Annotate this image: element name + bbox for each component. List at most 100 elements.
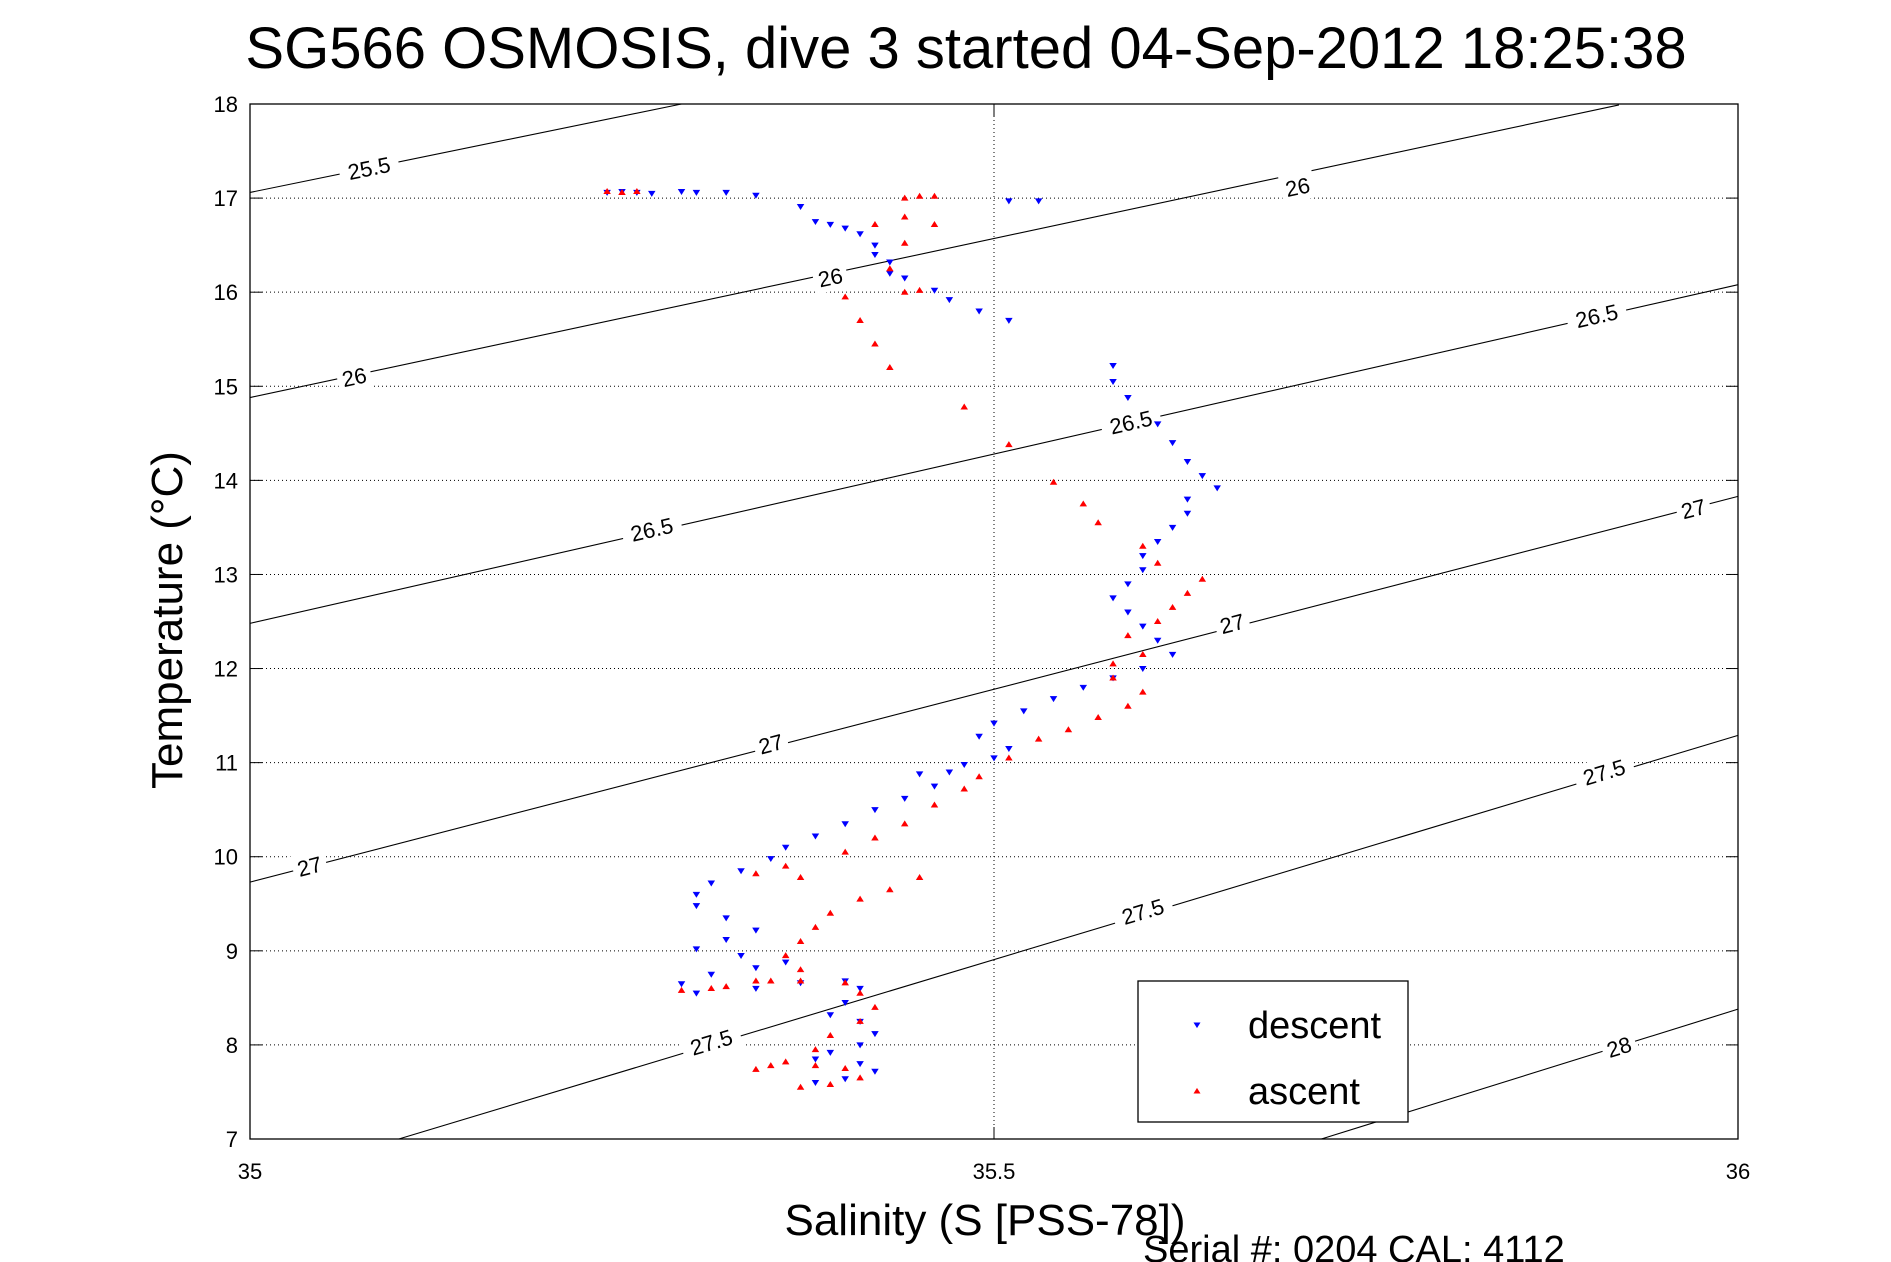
ascent-point (1198, 575, 1207, 582)
ascent-point (767, 1062, 775, 1069)
ascent-point (1139, 688, 1147, 695)
ascent-point (915, 192, 924, 199)
ascent-point (841, 848, 849, 855)
ascent-point (841, 293, 849, 300)
ascent-point (1064, 726, 1073, 733)
ascent-point (1153, 618, 1162, 625)
ascent-point (781, 1058, 790, 1065)
descent-point (692, 189, 701, 196)
descent-point (692, 891, 701, 898)
descent-point (1168, 651, 1177, 658)
contour-label-bg (1673, 490, 1714, 527)
ascent-point (677, 986, 686, 993)
ascent-point (722, 983, 730, 990)
ascent-point (811, 923, 820, 930)
x-tick-label: 36 (1726, 1159, 1750, 1184)
ascent-point (1139, 542, 1147, 549)
descent-point (945, 297, 954, 304)
x-axis-label: Salinity (S [PSS-78]) (784, 1196, 1185, 1245)
descent-point (930, 783, 939, 790)
ascent-point (633, 188, 641, 195)
contour-label: 27 (295, 851, 325, 881)
contour-label-bg (334, 359, 374, 395)
ascent-point (1124, 702, 1132, 709)
y-tick-label: 11 (215, 751, 238, 776)
descent-point (707, 880, 716, 887)
descent-point (1109, 363, 1117, 370)
ascent-point (826, 1032, 835, 1039)
descent-point (1139, 553, 1147, 560)
descent-point (886, 259, 894, 266)
ascent-point (886, 265, 894, 272)
descent-point (737, 952, 745, 959)
descent-point (1139, 623, 1147, 630)
descent-point (811, 1080, 820, 1086)
descent-point (1139, 567, 1147, 574)
density-contour-line (249, 103, 682, 193)
density-contour-line (249, 284, 1739, 624)
ascent-point (781, 952, 790, 959)
y-tick-label: 14 (214, 468, 238, 493)
ascent-point (796, 966, 805, 973)
ascent-point (1034, 735, 1043, 742)
ascent-point (900, 213, 909, 220)
contour-label-bg (1110, 889, 1176, 934)
contour-label: 27 (756, 729, 786, 759)
ascent-point (811, 1062, 820, 1069)
ascent-point (915, 873, 924, 880)
descent-point (781, 844, 790, 851)
x-tick-label: 35 (238, 1159, 262, 1184)
ascent-point (826, 909, 835, 916)
ascent-point (871, 220, 879, 227)
descent-point (1124, 581, 1132, 588)
ascent-point (752, 870, 760, 877)
descent-point (1124, 395, 1132, 402)
descent-point (1020, 708, 1028, 715)
descent-point (692, 946, 701, 953)
ascent-point (930, 192, 939, 199)
ascent-point (871, 834, 879, 841)
legend: descent ascent (1137, 980, 1409, 1123)
descent-point (1153, 637, 1162, 644)
descent-point (677, 981, 686, 988)
descent-point (1049, 696, 1058, 703)
descent-point (752, 927, 760, 934)
ascent-point (1109, 660, 1117, 667)
descent-point (692, 990, 701, 997)
contour-label: 26 (816, 263, 845, 293)
descent-point (648, 190, 656, 197)
ascent-point (856, 1074, 864, 1081)
ascent-point (1153, 559, 1162, 566)
descent-point (871, 242, 879, 249)
descent-point (975, 733, 983, 740)
ascent-point (871, 1003, 879, 1010)
descent-point (1005, 317, 1013, 324)
contour-label: 26 (1283, 173, 1312, 203)
descent-point (1109, 595, 1117, 602)
ascent-point (1109, 674, 1117, 681)
y-tick-label: 8 (226, 1033, 238, 1058)
ascent-point (841, 1064, 849, 1071)
ascent-point (886, 886, 894, 893)
contour-label: 26 (340, 363, 369, 393)
legend-box (1137, 980, 1409, 1123)
descent-point (945, 769, 954, 776)
descent-point (1034, 198, 1043, 205)
descent-point (692, 903, 701, 910)
y-axis-ticks: 7 8 9 10 11 12 13 14 15 16 17 18 (214, 92, 1738, 1152)
ascent-point (1183, 589, 1192, 596)
contour-label-bg (619, 508, 685, 550)
descent-point (915, 771, 924, 778)
ascent-point (886, 364, 894, 370)
ascent-point (603, 188, 611, 195)
ascent-point (1094, 519, 1102, 526)
descent-point (811, 219, 820, 226)
y-tick-label: 12 (214, 657, 238, 682)
descent-point (871, 1031, 879, 1038)
descent-point (1183, 510, 1192, 517)
contour-label-bg (1598, 1028, 1640, 1066)
contour-label-bg (1212, 605, 1253, 642)
ascent-point (796, 873, 805, 880)
ascent-point (856, 895, 864, 902)
ascent-point (841, 979, 849, 986)
